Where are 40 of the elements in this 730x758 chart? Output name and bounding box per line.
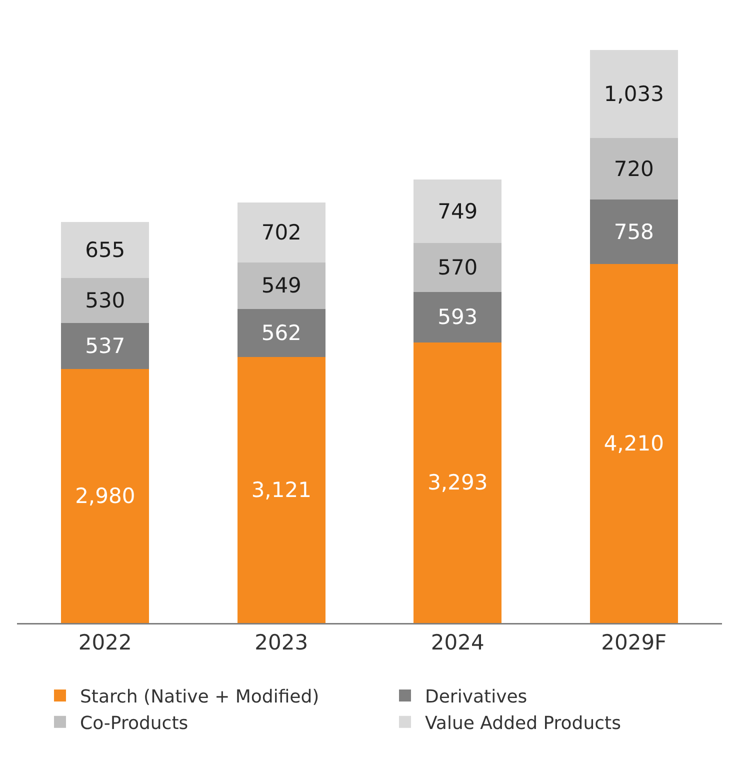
bar [61,278,150,324]
data-label: 4,210 [604,432,664,456]
bar [590,264,678,623]
data-label: 720 [614,156,654,181]
bar [590,50,678,138]
data-label: 702 [261,220,302,244]
bar [61,369,150,623]
data-label: 593 [438,305,478,330]
data-label: 537 [85,334,126,358]
bar [237,356,326,623]
data-label: 530 [85,288,126,313]
legend-label: Value Added Products [425,712,621,734]
data-label: 1,033 [604,82,664,106]
data-label: 2,980 [75,484,136,508]
bar [414,292,502,342]
legend-label: Co-Products [80,712,188,734]
bar [61,323,150,370]
bar [414,342,502,623]
data-label: 655 [85,238,126,262]
data-label: 549 [261,274,302,298]
x-tick-label: 2022 [78,630,132,655]
data-label: 758 [614,220,654,244]
x-tick-label: 2024 [430,630,484,655]
x-tick-label: 2023 [254,630,308,655]
bar [590,200,678,264]
legend-label: Derivatives [425,686,528,708]
bar [237,262,326,310]
bar [61,222,150,278]
legend-label: Starch (Native + Modified) [80,686,320,708]
x-tick-label: 2029F [601,630,667,655]
bar [237,202,326,262]
data-label: 3,121 [251,478,312,502]
data-label: 570 [438,255,478,280]
bar [237,309,326,357]
bar [414,179,502,244]
data-label: 3,293 [428,470,488,495]
bar [590,138,678,200]
bar [414,243,502,292]
data-label: 562 [261,321,302,346]
data-label: 749 [438,199,478,224]
